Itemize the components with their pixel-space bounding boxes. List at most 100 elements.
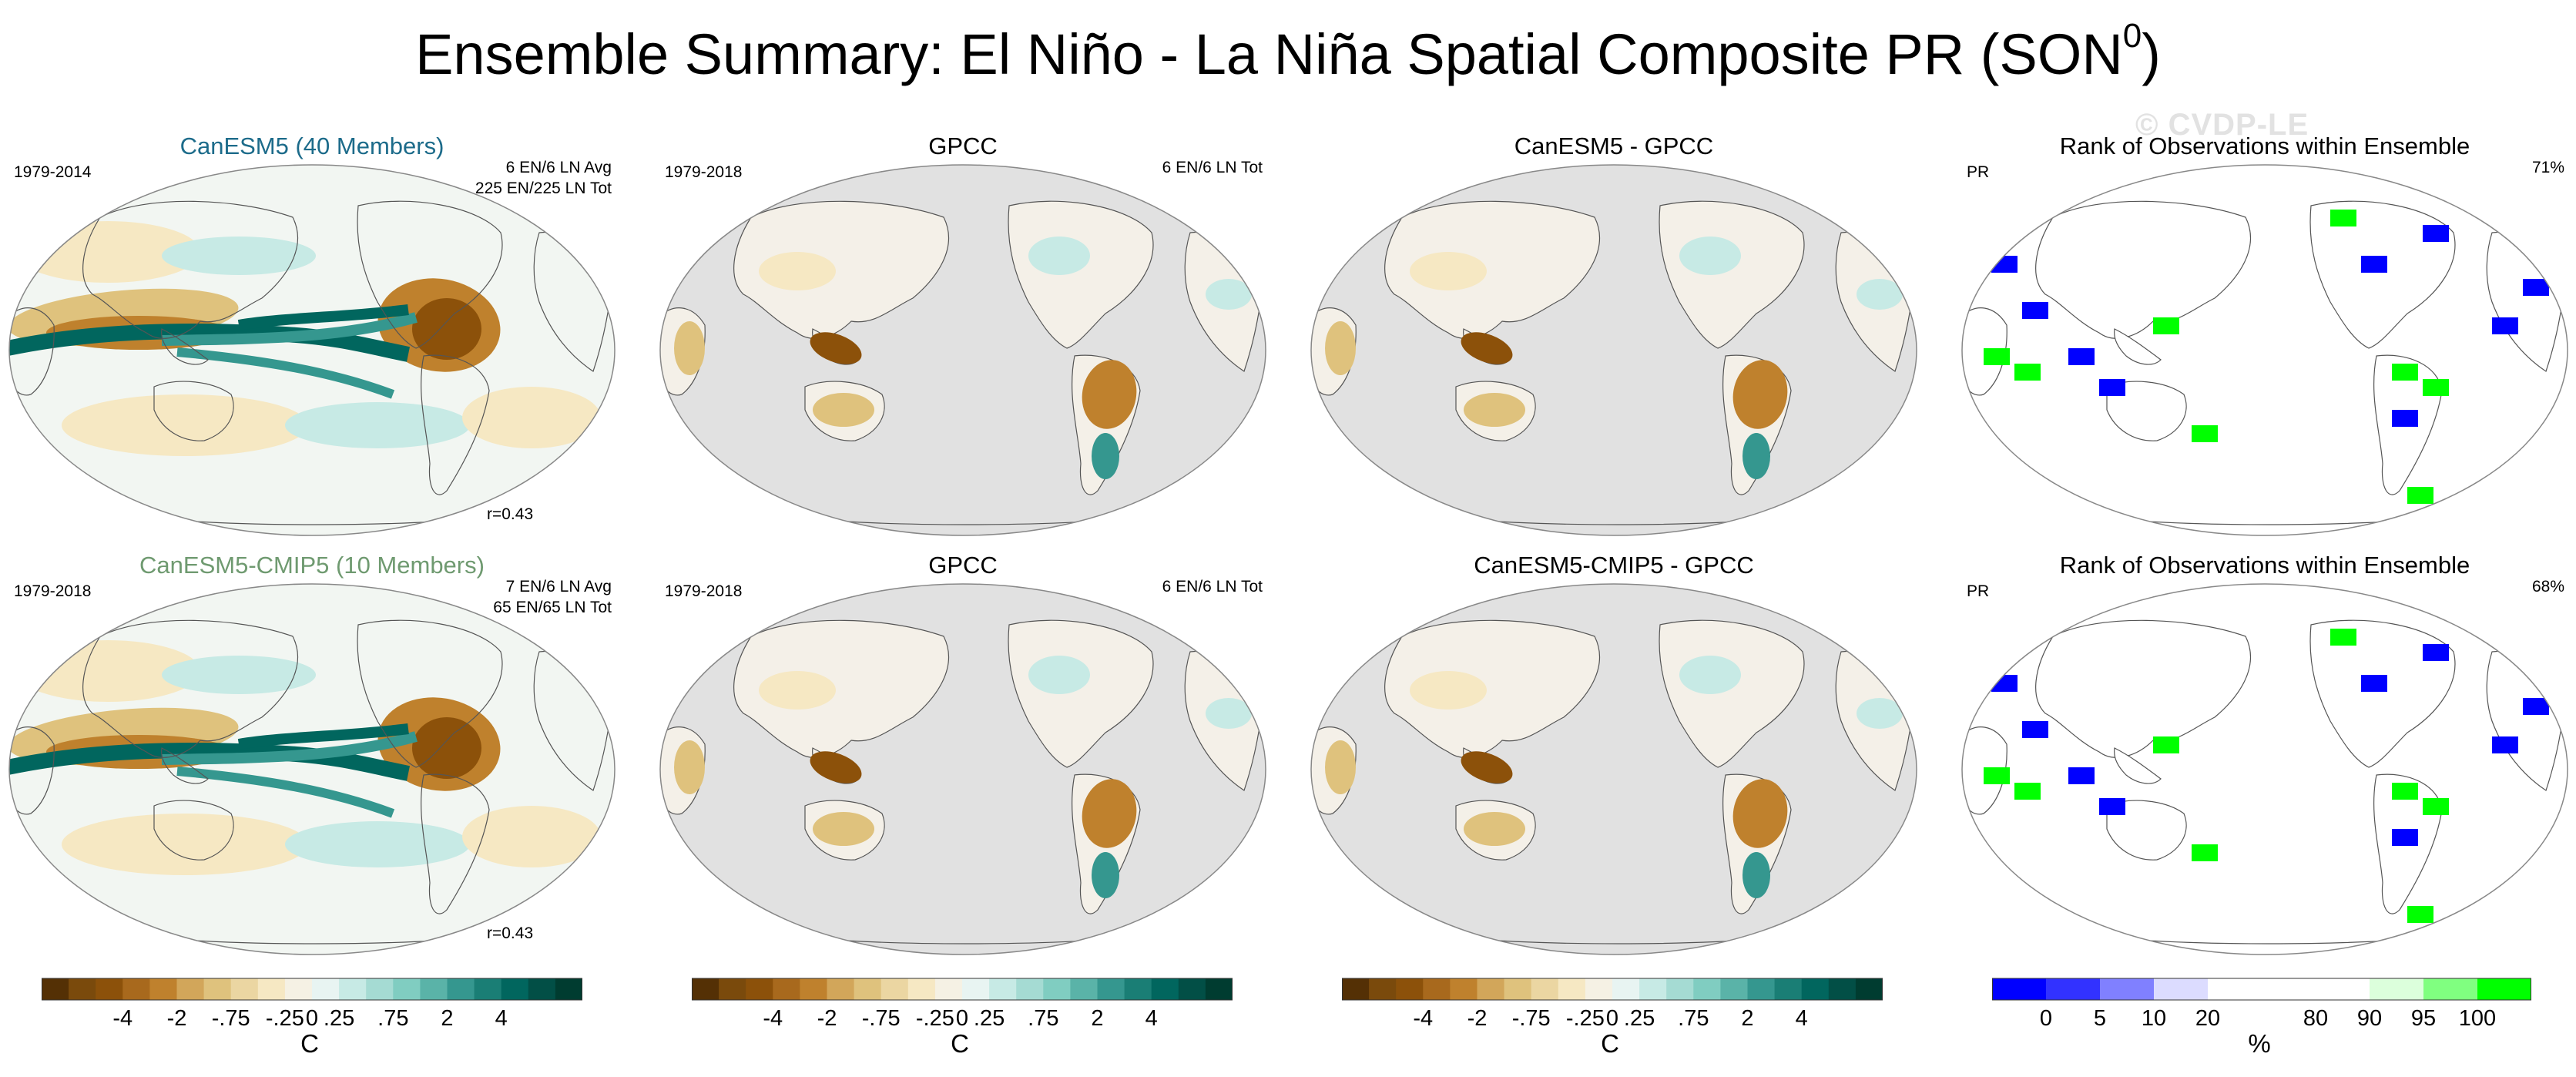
continent-outline <box>357 200 503 349</box>
colorbar-segment <box>2423 978 2478 1000</box>
rank-cell <box>2423 379 2449 396</box>
field-anomaly <box>1092 852 1119 898</box>
panel-title: GPCC <box>928 552 998 579</box>
field-anomaly <box>1464 812 1525 846</box>
rank-cell <box>2407 906 2433 923</box>
rank-cell <box>2492 317 2518 334</box>
colorbar-segment <box>2046 978 2101 1000</box>
colorbar-segment <box>692 978 719 1000</box>
colorbar-tick-label: 0 <box>305 1006 319 1031</box>
colorbar-tick-label: -2 <box>817 1006 837 1031</box>
figure-title: Ensemble Summary: El Niño - La Niña Spat… <box>415 17 2161 86</box>
rank-cell <box>2492 736 2518 753</box>
colorbar-segment <box>989 978 1017 1000</box>
field-band <box>176 347 395 399</box>
colorbar-segment <box>230 978 259 1000</box>
colorbar-tick-label: 20 <box>2195 1006 2221 1031</box>
colorbar-segment <box>1666 978 1694 1000</box>
colorbar-tick-label: 4 <box>495 1006 508 1031</box>
panel-title: CanESM5-CMIP5 (10 Members) <box>139 552 485 579</box>
colorbar-tick-label: 0 <box>2039 1006 2053 1031</box>
colorbar-tick-label: -.25 <box>265 1006 304 1031</box>
colorbar-tick-label: 5 <box>2093 1006 2107 1031</box>
colorbar: -4 -2 -.75 -.25 0.25 .75 2 4 C <box>692 977 1233 1073</box>
map-panel-1-1: GPCC 1979-2018 6 EN/6 LN Tot <box>659 552 1267 975</box>
colorbar-segment <box>176 978 205 1000</box>
colorbar-segment <box>1855 978 1883 1000</box>
colorbar-segment <box>339 978 367 1000</box>
composite-count-label: 6 EN/6 LN Avg 225 EN/225 LN Tot <box>475 159 612 197</box>
map-panel <box>1310 583 1917 955</box>
colorbar-segment <box>1558 978 1586 1000</box>
colorbar-tick-label: 90 <box>2356 1006 2383 1031</box>
rank-cell <box>2407 487 2433 504</box>
colorbar-tick-label: -2 <box>166 1006 187 1031</box>
rank-cell <box>2022 302 2048 319</box>
field-anomaly <box>1028 656 1090 694</box>
field-anomaly <box>1742 852 1770 898</box>
colorbar-segment <box>203 978 232 1000</box>
map-panel-0-1: GPCC 1979-2018 6 EN/6 LN Tot <box>659 133 1267 556</box>
field-anomaly <box>1461 332 1513 364</box>
field-anomaly <box>62 394 308 456</box>
continent-outline <box>357 619 503 768</box>
continent-outline <box>82 200 299 339</box>
continent-outline <box>733 200 950 339</box>
rank-cell <box>2192 844 2218 861</box>
colorbar-segment <box>827 978 855 1000</box>
colorbar-segment <box>420 978 448 1000</box>
colorbar: 0 5 10 20 80 90 95 100% <box>1992 977 2531 1073</box>
colorbar-segment <box>2100 978 2155 1000</box>
colorbar-segment <box>719 978 746 1000</box>
colorbar-segment <box>2477 978 2531 1000</box>
colorbar-segment <box>880 978 909 1000</box>
colorbar-segment <box>1639 978 1667 1000</box>
colorbar-segment <box>1151 978 1179 1000</box>
composite-count-label: 6 EN/6 LN Tot <box>1162 159 1263 176</box>
continent-outline <box>1384 619 1601 758</box>
panel-title: CanESM5-CMIP5 - GPCC <box>1474 552 1754 579</box>
map-panel-0-3: Rank of Observations within Ensemble PR 71… <box>1961 133 2569 556</box>
continent-outline <box>2309 200 2456 349</box>
colorbar-tick-label: .25 <box>1623 1006 1655 1031</box>
colorbar-segment <box>1693 978 1721 1000</box>
field-anomaly <box>759 252 836 290</box>
colorbar-segment <box>122 978 150 1000</box>
colorbar-tick-label: .75 <box>1678 1006 1709 1031</box>
map-panel-0-0: CanESM5 (40 Members) 1979-2014 6 EN/6 LN A… <box>8 133 616 556</box>
period-label: 1979-2018 <box>14 582 92 600</box>
field-anomaly <box>1464 393 1525 427</box>
colorbar-tick-label: .25 <box>973 1006 1005 1031</box>
colorbar-tick-label: .75 <box>377 1006 409 1031</box>
rank-cell <box>2330 210 2356 226</box>
field-anomaly <box>1857 279 1903 310</box>
field-anomaly <box>1082 779 1137 848</box>
colorbar-segment <box>1450 978 1478 1000</box>
pattern-correlation-label: r=0.43 <box>487 924 534 942</box>
panel-title: GPCC <box>928 133 998 159</box>
composite-count-label: 6 EN/6 LN Tot <box>1162 578 1263 596</box>
rank-cell <box>2523 698 2549 715</box>
map-panel <box>659 164 1266 536</box>
field-anomaly <box>1410 671 1487 710</box>
field-anomaly <box>1325 740 1356 794</box>
continent-outline <box>161 328 209 365</box>
colorbar-segment <box>1774 978 1803 1000</box>
continent-outline <box>421 773 490 914</box>
field-band <box>237 304 409 330</box>
colorbar-segment <box>1747 978 1776 1000</box>
period-label: PR <box>1967 582 1990 600</box>
colorbar-segment <box>474 978 502 1000</box>
map-panel-1-3: Rank of Observations within Ensemble PR 68… <box>1961 552 2569 975</box>
colorbar-tick-label: 4 <box>1795 1006 1808 1031</box>
field-anomaly <box>285 821 470 867</box>
colorbar-segment <box>1504 978 1532 1000</box>
field-anomaly <box>1092 433 1119 479</box>
colorbar-segment <box>1016 978 1044 1000</box>
colorbar-tick-label: 0 <box>955 1006 969 1031</box>
colorbar-segment <box>1612 978 1640 1000</box>
field-anomaly <box>1732 360 1788 429</box>
colorbar-segment <box>773 978 800 1000</box>
field-anomaly <box>462 387 601 448</box>
colorbar-tick-label: -.75 <box>861 1006 901 1031</box>
